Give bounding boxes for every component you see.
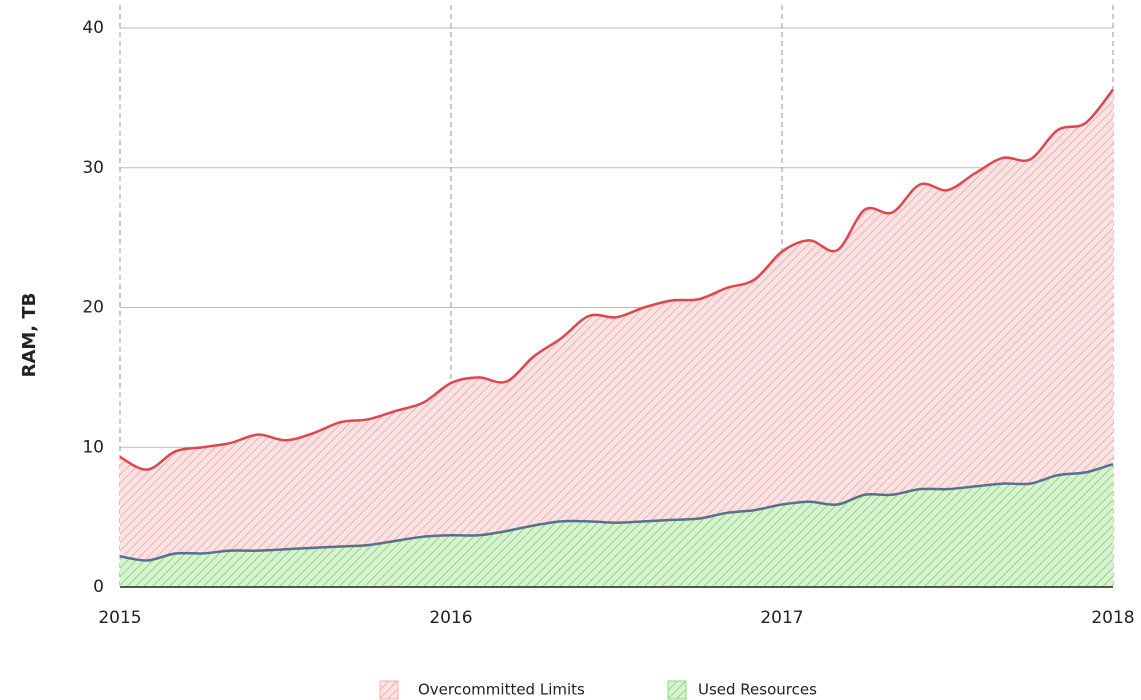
legend-text: Overcommitted Limits: [418, 681, 585, 699]
y-tick-label: 30: [82, 158, 104, 178]
area-line: [119, 88, 1114, 471]
y-tick-label: 0: [93, 577, 104, 597]
y-tick-label: 40: [82, 18, 104, 38]
legend-text: Used Resources: [698, 681, 817, 699]
y-tick-label: 10: [82, 437, 104, 457]
x-tick-label: 2015: [98, 608, 141, 628]
area-fill: [120, 89, 1113, 588]
legend-swatch: [667, 680, 687, 700]
legend-swatch: [379, 680, 399, 700]
x-tick-label: 2016: [429, 608, 472, 628]
x-tick-label: 2018: [1091, 608, 1134, 628]
y-axis-title: RAM, TB: [19, 293, 40, 378]
y-tick-label: 20: [82, 298, 104, 318]
x-tick-label: 2017: [760, 608, 803, 628]
area-line: [119, 462, 1114, 562]
